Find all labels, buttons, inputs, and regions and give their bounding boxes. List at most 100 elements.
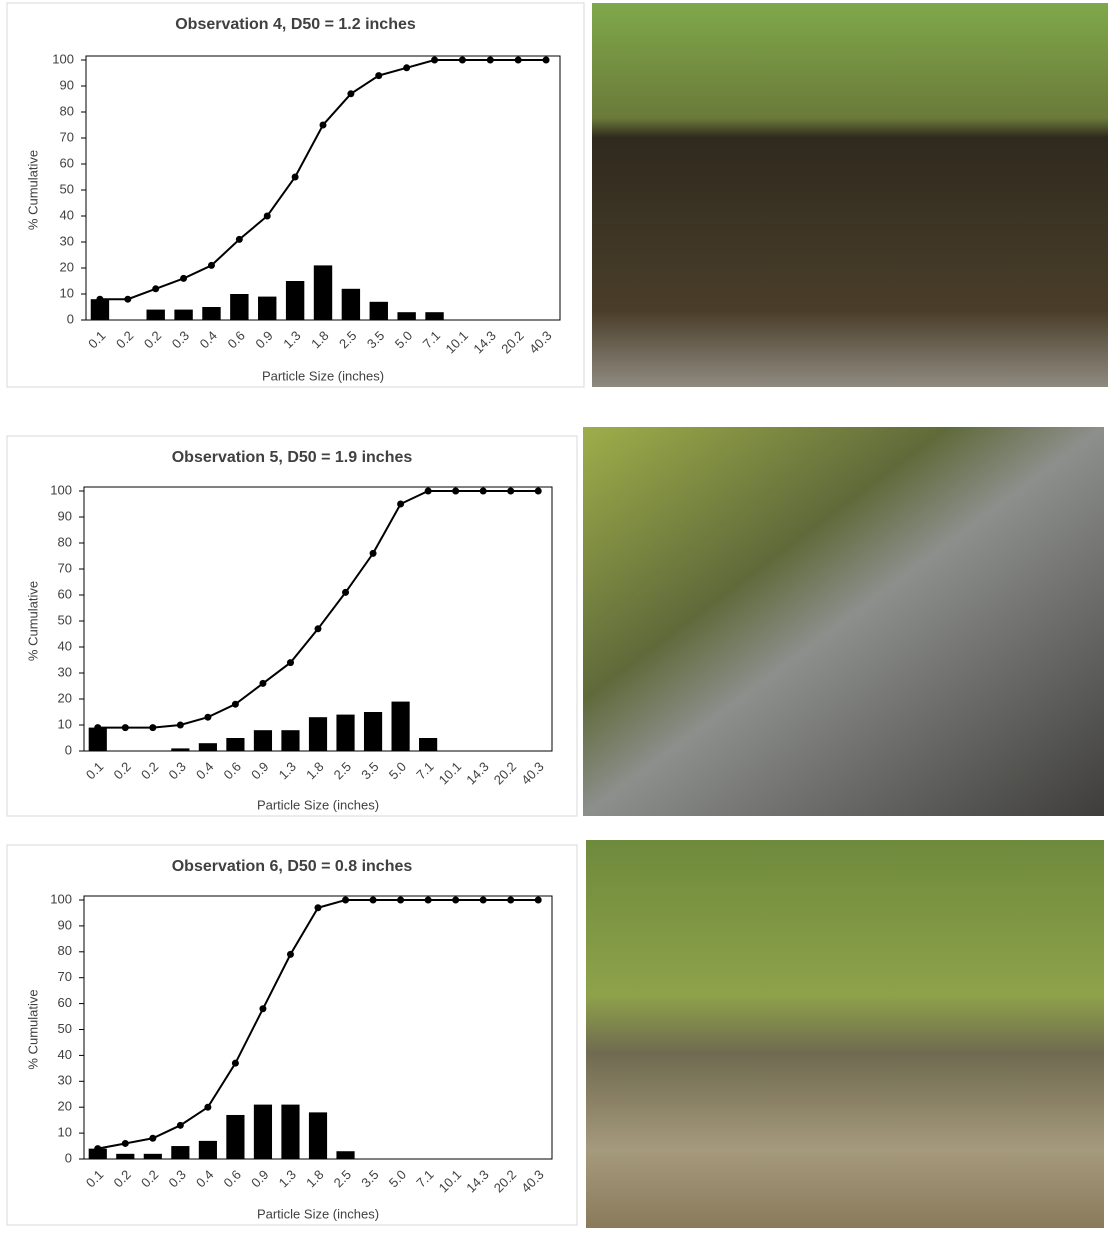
x-tick-label: 2.5 (331, 1167, 354, 1190)
point (314, 625, 322, 633)
y-tick-label: 10 (58, 1125, 72, 1140)
x-tick-label: 0.3 (166, 1167, 189, 1190)
y-axis-label: % Cumulative (25, 150, 40, 230)
x-tick-label: 40.3 (518, 759, 547, 788)
x-tick-label: 10.1 (436, 759, 465, 788)
y-tick-label: 100 (50, 482, 72, 497)
point (514, 56, 522, 64)
point (347, 90, 355, 98)
point (534, 487, 542, 495)
point (534, 896, 542, 904)
point (231, 700, 239, 708)
bar (369, 301, 388, 320)
x-tick-label: 20.2 (498, 328, 527, 357)
x-tick-label: 0.2 (110, 1167, 133, 1190)
point (452, 896, 460, 904)
bar (174, 309, 193, 320)
y-tick-label: 80 (58, 943, 72, 958)
bar (90, 299, 110, 320)
y-tick-label: 80 (60, 103, 74, 118)
point (94, 1145, 102, 1153)
bar (285, 281, 305, 320)
bar (253, 1104, 273, 1159)
chart-frame (6, 844, 578, 1226)
point (124, 295, 132, 303)
y-tick-label: 30 (58, 664, 72, 679)
bar (391, 701, 410, 751)
point (231, 1059, 239, 1067)
bar (336, 1151, 355, 1159)
point (507, 487, 515, 495)
point (375, 72, 383, 80)
y-tick-label: 60 (58, 995, 72, 1010)
x-tick-label: 1.8 (308, 328, 331, 351)
bar (281, 730, 300, 751)
x-tick-label: 3.5 (358, 759, 381, 782)
point (342, 588, 350, 596)
point (263, 212, 271, 220)
bar (308, 717, 328, 751)
x-tick-label: 5.0 (386, 1167, 409, 1190)
x-tick-label: 3.5 (358, 1167, 381, 1190)
x-tick-label: 1.3 (280, 328, 303, 351)
point (176, 721, 184, 729)
bar (425, 312, 444, 320)
bar (308, 1112, 328, 1159)
y-tick-label: 70 (60, 129, 74, 144)
point (369, 549, 377, 557)
point (204, 1103, 212, 1111)
y-tick-label: 40 (60, 207, 74, 222)
x-tick-label: 0.9 (248, 759, 271, 782)
point (542, 56, 550, 64)
chart-frame (6, 2, 585, 388)
bar (202, 307, 221, 320)
y-tick-label: 50 (58, 1021, 72, 1036)
x-tick-label: 20.2 (491, 759, 520, 788)
point (180, 274, 188, 282)
x-tick-label: 1.8 (303, 1167, 326, 1190)
x-tick-label: 0.2 (141, 328, 164, 351)
x-tick-label: 20.2 (491, 1167, 520, 1196)
x-axis-label: Particle Size (inches) (257, 797, 379, 812)
bar (143, 1153, 162, 1159)
chart-title: Observation 6, D50 = 0.8 inches (172, 858, 413, 875)
y-tick-label: 50 (58, 612, 72, 627)
bar (230, 294, 249, 320)
line (97, 490, 539, 729)
chart-title: Observation 4, D50 = 1.2 inches (175, 16, 416, 33)
bar (198, 743, 217, 751)
y-tick-label: 90 (60, 77, 74, 92)
y-tick-label: 30 (58, 1073, 72, 1088)
y-axis-label: % Cumulative (25, 989, 40, 1069)
x-tick-label: 1.3 (276, 1167, 299, 1190)
y-tick-label: 20 (60, 259, 74, 274)
point (96, 295, 104, 303)
bar (363, 712, 383, 751)
x-tick-label: 10.1 (436, 1167, 465, 1196)
line (97, 899, 539, 1150)
x-tick-label: 10.1 (442, 328, 471, 357)
y-tick-label: 40 (58, 638, 72, 653)
x-tick-label: 0.3 (169, 328, 192, 351)
point (397, 896, 405, 904)
y-tick-label: 30 (60, 233, 74, 248)
x-tick-label: 40.3 (518, 1167, 547, 1196)
bar (88, 1148, 107, 1159)
y-tick-label: 10 (58, 716, 72, 731)
bar (281, 1104, 300, 1159)
x-tick-label: 2.5 (336, 328, 359, 351)
y-tick-label: 20 (58, 690, 72, 705)
x-tick-label: 0.9 (252, 328, 275, 351)
x-tick-label: 7.1 (413, 759, 436, 782)
point (291, 173, 299, 181)
point (314, 904, 322, 912)
x-tick-label: 5.0 (392, 328, 415, 351)
x-axis-label: Particle Size (inches) (262, 368, 384, 383)
bar (336, 714, 355, 751)
x-tick-label: 1.8 (303, 759, 326, 782)
y-tick-label: 40 (58, 1047, 72, 1062)
bar (253, 730, 273, 751)
photo (583, 427, 1104, 816)
point (149, 1134, 157, 1142)
bar (341, 288, 361, 320)
